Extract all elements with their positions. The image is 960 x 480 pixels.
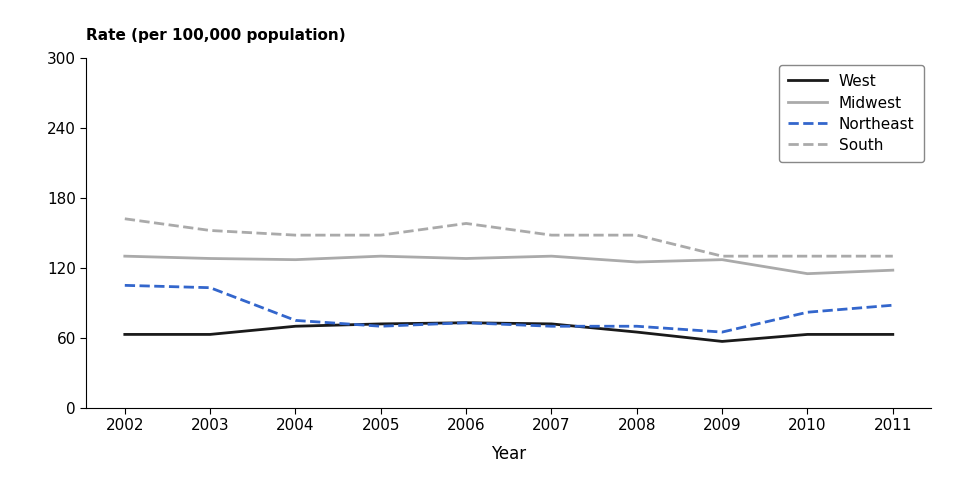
Midwest [802, 271, 813, 276]
Northeast [119, 282, 131, 288]
Northeast [204, 285, 216, 290]
South [887, 253, 899, 259]
Midwest [887, 267, 899, 273]
West [375, 321, 387, 327]
West [204, 332, 216, 337]
South [375, 232, 387, 238]
Midwest [461, 256, 472, 262]
South [204, 228, 216, 233]
West [631, 329, 642, 335]
West [887, 332, 899, 337]
Northeast [631, 324, 642, 329]
Midwest [545, 253, 557, 259]
Northeast [802, 309, 813, 315]
Midwest [375, 253, 387, 259]
West [119, 332, 131, 337]
West [290, 324, 301, 329]
West [716, 338, 728, 344]
Midwest [119, 253, 131, 259]
Midwest [204, 256, 216, 262]
Line: West: West [125, 323, 893, 341]
Midwest [716, 257, 728, 263]
X-axis label: Year: Year [492, 444, 526, 463]
Line: Midwest: Midwest [125, 256, 893, 274]
West [461, 320, 472, 325]
South [545, 232, 557, 238]
South [631, 232, 642, 238]
Northeast [887, 302, 899, 308]
South [716, 253, 728, 259]
Midwest [631, 259, 642, 265]
Northeast [461, 320, 472, 325]
South [119, 216, 131, 222]
West [545, 321, 557, 327]
South [802, 253, 813, 259]
Northeast [375, 324, 387, 329]
Legend: West, Midwest, Northeast, South: West, Midwest, Northeast, South [780, 65, 924, 162]
Midwest [290, 257, 301, 263]
Northeast [716, 329, 728, 335]
Text: Rate (per 100,000 population): Rate (per 100,000 population) [86, 28, 346, 43]
West [802, 332, 813, 337]
South [290, 232, 301, 238]
Line: Northeast: Northeast [125, 285, 893, 332]
Line: South: South [125, 219, 893, 256]
South [461, 221, 472, 227]
Northeast [545, 324, 557, 329]
Northeast [290, 318, 301, 324]
